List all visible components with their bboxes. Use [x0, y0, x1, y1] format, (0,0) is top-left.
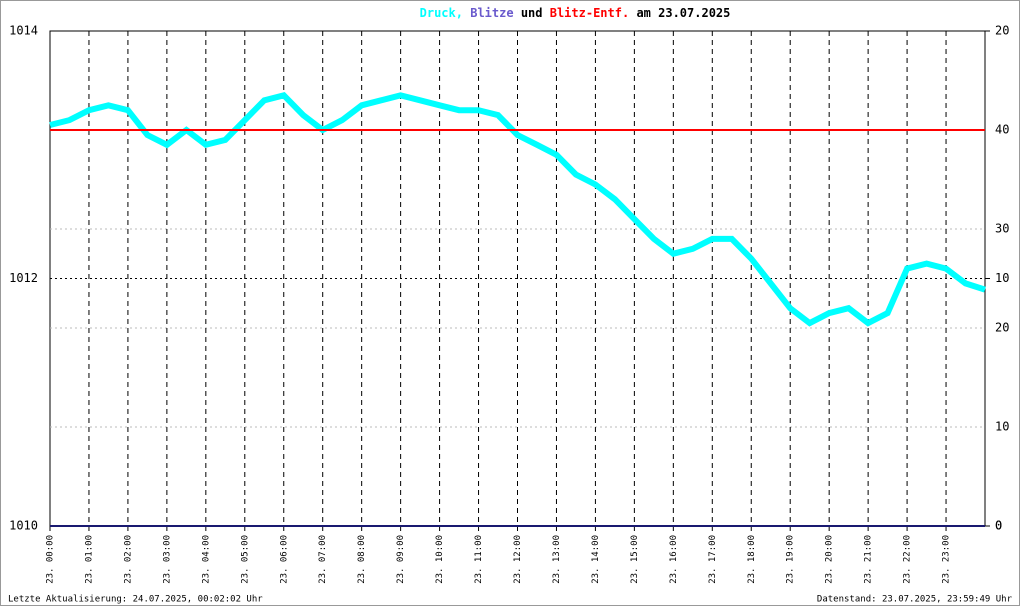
x-tick-label: 23. 22:00: [903, 535, 913, 584]
y2-tick-label: 10: [995, 271, 1009, 285]
x-tick-label: 23. 17:00: [708, 535, 718, 584]
x-tick-label: 23. 05:00: [240, 535, 250, 584]
x-tick-label: 23. 07:00: [318, 535, 328, 584]
x-tick-label: 23. 21:00: [864, 535, 874, 584]
x-tick-label: 23. 16:00: [669, 535, 679, 584]
y3-tick-label: 0: [995, 519, 1002, 533]
chart-title: Druck, Blitze und Blitz-Entf. am 23.07.2…: [420, 6, 731, 20]
title-part: und: [521, 6, 543, 20]
footer-right: Datenstand: 23.07.2025, 23:59:49 Uhr: [817, 595, 1013, 605]
y-tick-label: 1010: [9, 519, 38, 533]
x-tick-label: 23. 15:00: [630, 535, 640, 584]
x-tick-label: 23. 23:00: [942, 535, 952, 584]
x-tick-label: 23. 13:00: [552, 535, 562, 584]
x-tick-label: 23. 20:00: [825, 535, 835, 584]
x-tick-label: 23. 18:00: [747, 535, 757, 584]
x-tick-label: 23. 12:00: [513, 535, 523, 584]
y2-tick-label: 0: [995, 519, 1002, 533]
x-tick-label: 23. 10:00: [435, 535, 445, 584]
y-tick-label: 1014: [9, 24, 38, 38]
x-tick-label: 23. 02:00: [123, 535, 133, 584]
y2-tick-label: 20: [995, 24, 1009, 38]
data-line: [49, 91, 986, 327]
title-part: Blitze: [470, 6, 513, 20]
x-tick-label: 23. 04:00: [201, 535, 211, 584]
y3-tick-label: 20: [995, 321, 1009, 335]
footer-left: Letzte Aktualisierung: 24.07.2025, 00:02…: [8, 595, 263, 605]
x-tick-label: 23. 03:00: [162, 535, 172, 584]
x-tick-label: 23. 08:00: [357, 535, 367, 584]
x-tick-label: 23. 06:00: [279, 535, 289, 584]
y3-tick-label: 30: [995, 222, 1009, 236]
x-tick-label: 23. 19:00: [786, 535, 796, 584]
x-tick-label: 23. 01:00: [84, 535, 94, 584]
y3-tick-label: 10: [995, 420, 1009, 434]
x-tick-label: 23. 00:00: [46, 535, 56, 584]
x-tick-label: 23. 09:00: [396, 535, 406, 584]
title-part: Blitz-Entf.: [550, 6, 629, 20]
y3-tick-label: 40: [995, 123, 1009, 137]
x-tick-label: 23. 11:00: [474, 535, 484, 584]
title-part: Druck,: [420, 6, 463, 20]
title-part: am 23.07.2025: [636, 6, 730, 20]
x-tick-label: 23. 14:00: [591, 535, 601, 584]
y-tick-label: 1012: [9, 271, 38, 285]
